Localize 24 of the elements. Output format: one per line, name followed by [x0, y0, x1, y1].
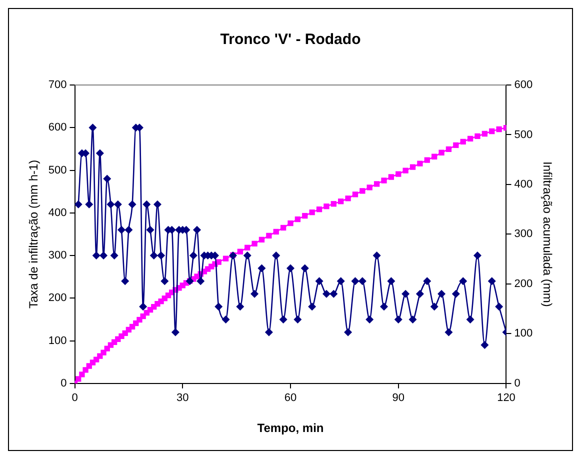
- x-tick-label: 90: [392, 392, 404, 404]
- y2-axis-title: Infiltração acumulada (mm): [540, 162, 554, 307]
- x-tick-label: 0: [72, 392, 78, 404]
- y2-tick-label: 400: [514, 178, 533, 190]
- y-tick-label: 0: [60, 377, 67, 390]
- y-tick-label: 600: [48, 122, 67, 134]
- chart-title: Tronco 'V' - Rodado: [220, 31, 361, 48]
- y2-tick-label: 100: [514, 328, 533, 340]
- y-tick-label: 300: [48, 250, 67, 262]
- x-tick-label: 120: [497, 392, 516, 404]
- y-axis-title: Taxa de infiltração (mm h-1): [26, 160, 41, 309]
- y2-tick-label: 300: [514, 228, 533, 240]
- x-tick-label: 60: [284, 392, 297, 404]
- y-tick-label: 500: [48, 164, 67, 176]
- y2-tick-label: 500: [514, 128, 533, 141]
- y2-tick-label: 200: [514, 278, 533, 290]
- y2-tick-label: 0: [514, 377, 520, 390]
- y2-tick-label: 600: [514, 79, 533, 92]
- y-tick-label: 700: [48, 79, 67, 92]
- x-tick-label: 30: [176, 392, 189, 404]
- x-axis-title: Tempo, min: [257, 421, 324, 436]
- y-tick-label: 200: [48, 292, 67, 304]
- y-tick-label: 100: [48, 334, 67, 347]
- y-tick-label: 400: [48, 206, 67, 219]
